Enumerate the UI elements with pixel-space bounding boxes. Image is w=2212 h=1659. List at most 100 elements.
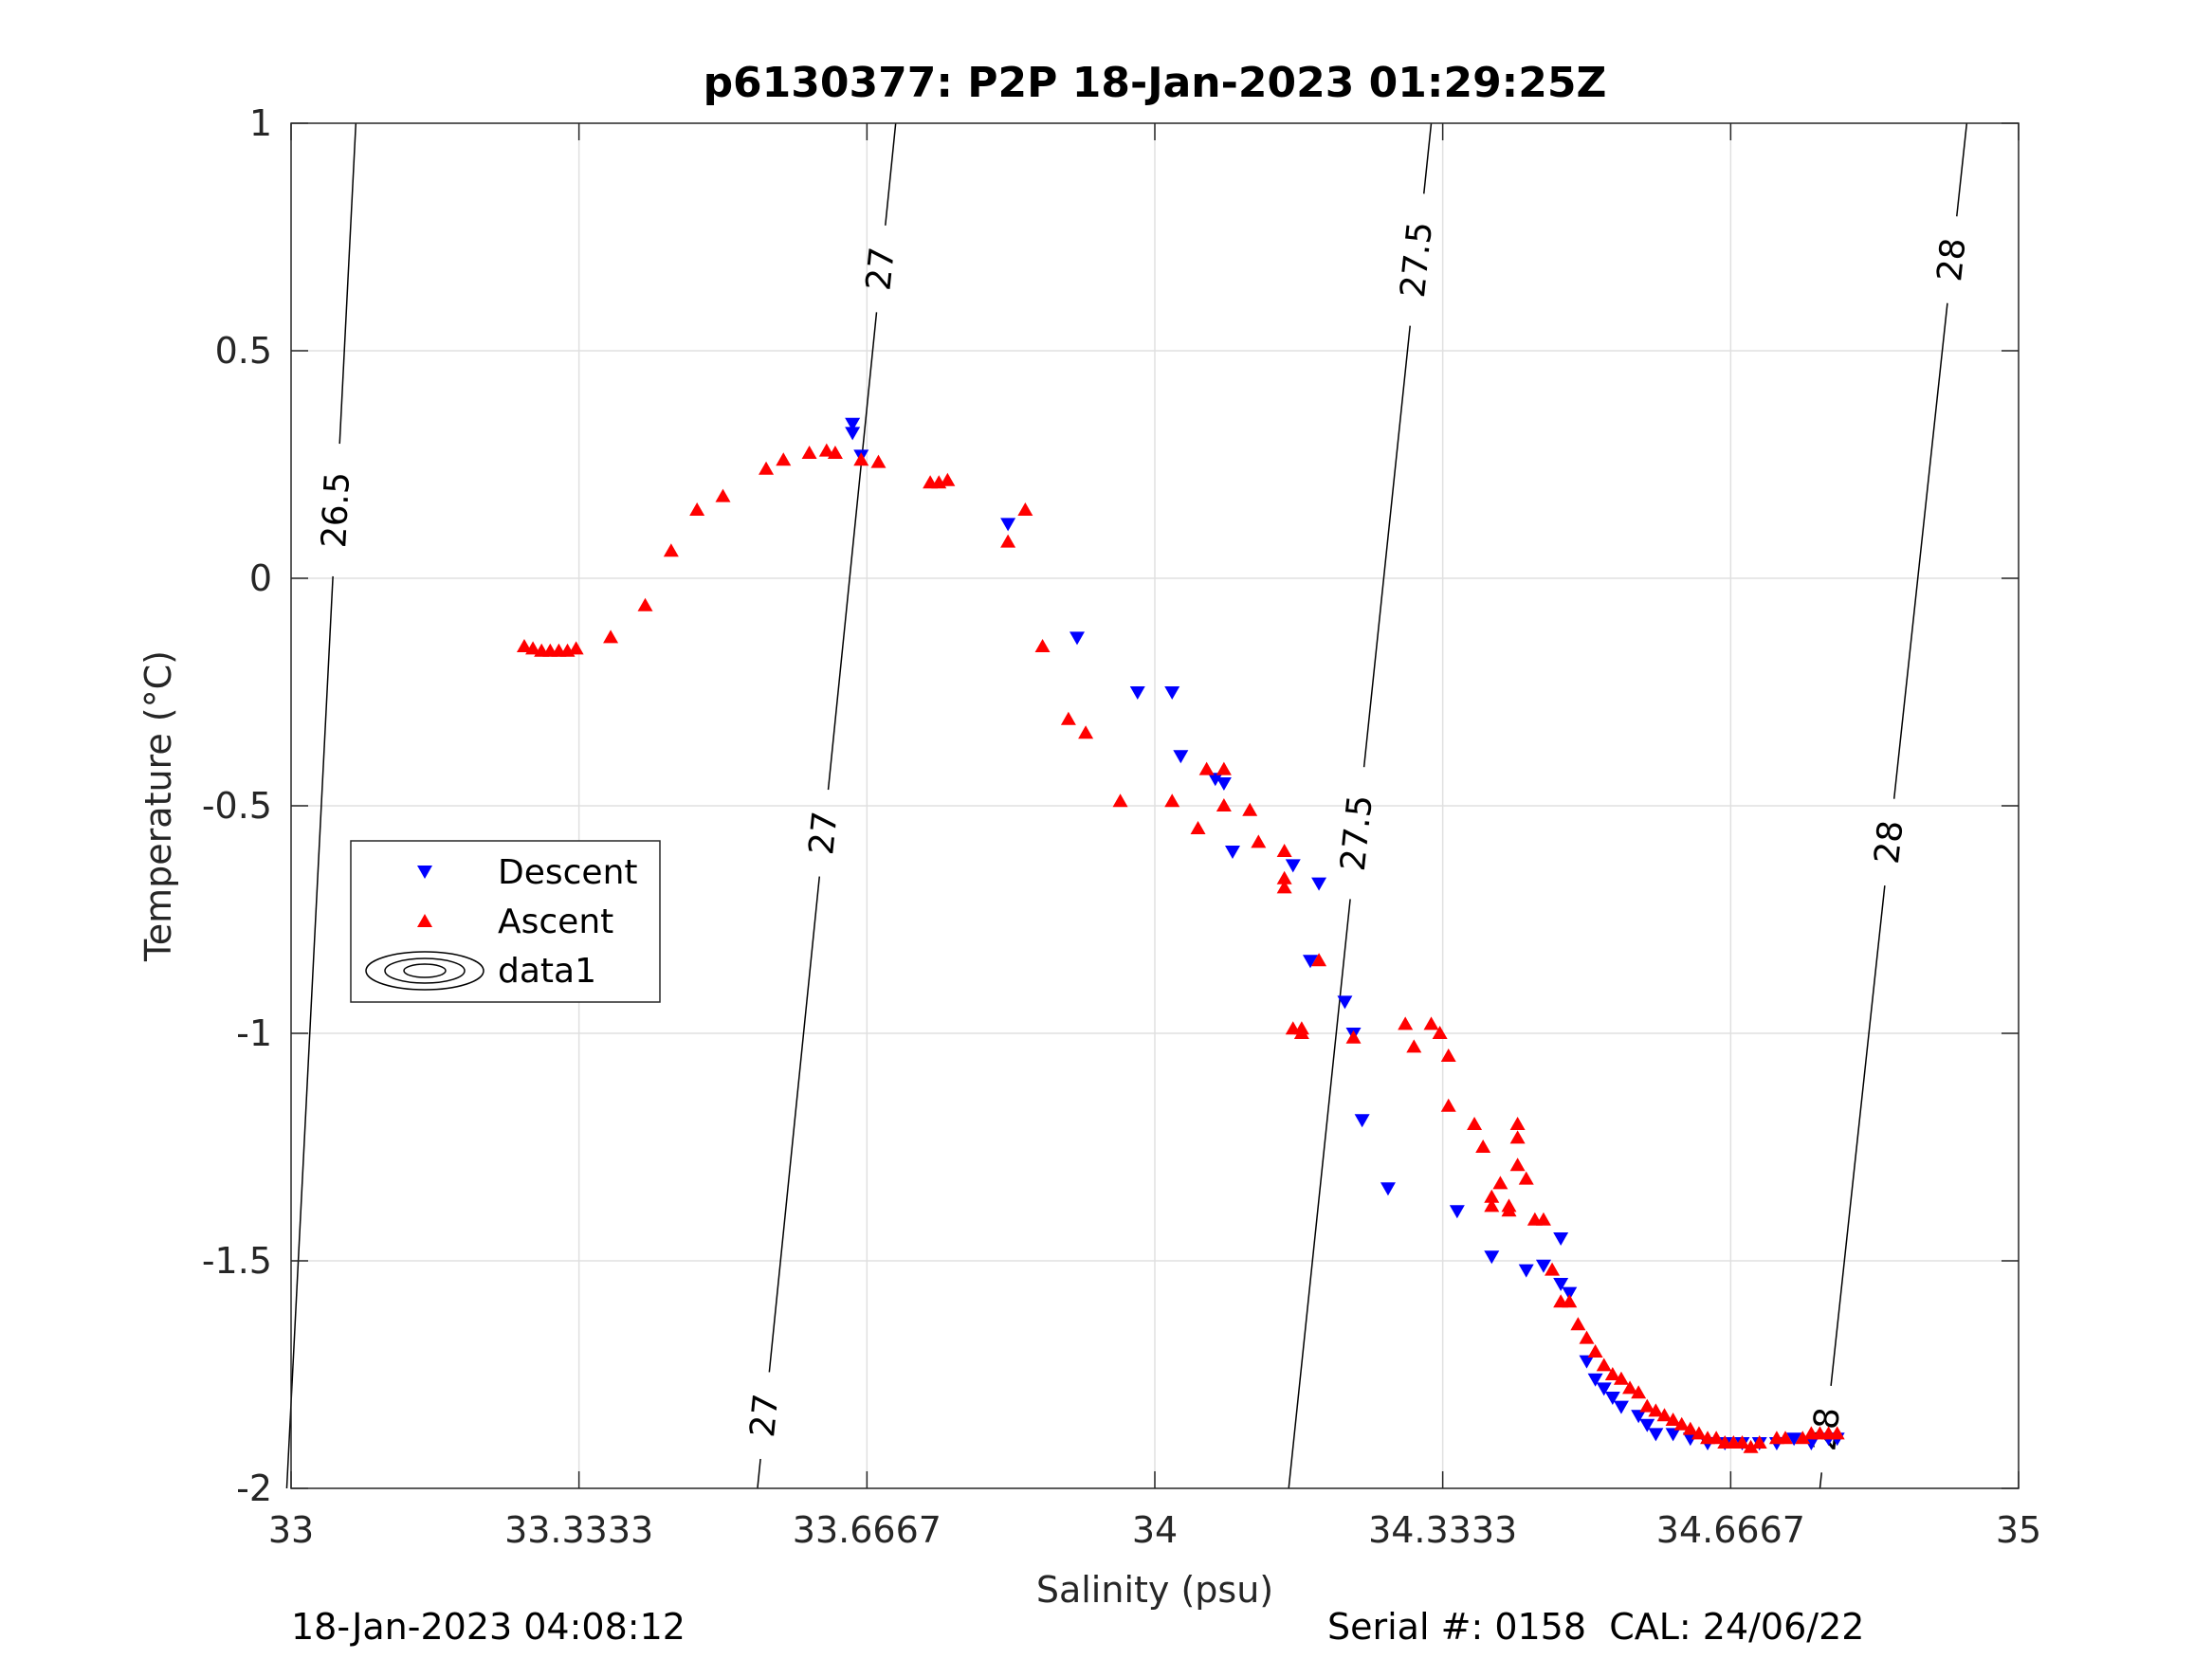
ascent-point [1276, 870, 1292, 884]
descent-point [1380, 1182, 1396, 1196]
ascent-point [1216, 798, 1232, 811]
descent-point [845, 417, 861, 431]
ascent-point [1251, 834, 1267, 848]
ascent-point [1648, 1403, 1664, 1417]
x-axis-label: Salinity (psu) [1036, 1569, 1273, 1611]
contour-line [1830, 885, 1886, 1386]
ascent-point [1509, 1158, 1526, 1172]
descent-point [1164, 686, 1180, 700]
ascent-point [1665, 1413, 1681, 1426]
ascent-point [663, 543, 679, 557]
descent-point [1579, 1355, 1595, 1369]
descent-point [1518, 1264, 1534, 1278]
descent-point [1449, 1205, 1465, 1219]
ascent-point [1276, 844, 1292, 857]
descent-point [845, 427, 861, 441]
legend-descent-label: Descent [498, 853, 638, 892]
ascent-point [1017, 502, 1033, 516]
ascent-point [1656, 1408, 1673, 1422]
descent-point [1216, 777, 1232, 791]
axis-ticks: 33 33.3333 33.6667 34 34.3333 34.6667 35 1 0.5 0 -… [202, 102, 2041, 1551]
descent-point [1786, 1432, 1802, 1447]
ascent-point [1000, 534, 1016, 548]
descent-point [1484, 1250, 1500, 1265]
contour-label: 27.5 [1394, 220, 1440, 300]
ascent-point [1440, 1098, 1456, 1112]
descent-point [1648, 1428, 1664, 1442]
contour-label: 26.5 [315, 471, 357, 549]
x-tick-label: 33.3333 [504, 1509, 653, 1551]
ascent-point [1579, 1330, 1595, 1344]
contour-line [285, 575, 334, 1489]
descent-point [1224, 846, 1240, 859]
ascent-point [870, 454, 887, 468]
descent-point [1000, 518, 1016, 532]
ascent-point [1345, 1030, 1362, 1044]
ascent-point [637, 597, 653, 611]
ascent-point [1398, 1016, 1414, 1030]
ascent-point [525, 641, 541, 655]
descent-point [1285, 859, 1301, 873]
contour-label: 28 [1930, 236, 1974, 283]
ascent-point [1492, 1176, 1508, 1190]
contour-label: 27.5 [1334, 793, 1380, 873]
ascent-point [1596, 1358, 1612, 1372]
ascent-point [1060, 711, 1076, 725]
ascent-point [1545, 1262, 1561, 1276]
ascent-point [603, 629, 619, 644]
ascent-point [715, 488, 731, 502]
ascent-point [1518, 1171, 1534, 1185]
descent-point [1553, 1278, 1569, 1291]
ascent-point [1631, 1385, 1647, 1399]
contour-line [827, 312, 878, 791]
ascent-point [1432, 1026, 1448, 1039]
contour-line [1892, 302, 1948, 799]
ascent-point [1709, 1431, 1725, 1445]
ascent-point [1535, 1212, 1551, 1226]
ascent-point [1829, 1426, 1845, 1440]
ascent-point [1484, 1198, 1500, 1212]
ascent-point [1198, 761, 1215, 775]
footer-serial-cal: Serial #: 0158 CAL: 24/06/22 [1327, 1606, 1865, 1648]
ascent-point [853, 452, 869, 466]
y-tick-label: -2 [236, 1468, 272, 1509]
descent-point [1311, 877, 1327, 891]
ascent-point [1778, 1431, 1794, 1445]
y-tick-label: 0.5 [215, 330, 272, 372]
ascent-point [1691, 1426, 1707, 1440]
descent-point [1639, 1418, 1655, 1432]
ascent-point [1673, 1416, 1690, 1431]
ascent-point [801, 446, 817, 459]
ascent-point [568, 641, 584, 655]
descent-point [1173, 750, 1189, 764]
ascent-point [1604, 1367, 1620, 1380]
ascent-point [1216, 761, 1232, 775]
ascent-point [1622, 1380, 1638, 1395]
descent-point [1631, 1410, 1647, 1424]
ascent-point [1682, 1421, 1698, 1435]
y-axis-label: Temperature (°C) [137, 650, 179, 962]
ascent-point [1734, 1435, 1750, 1449]
contour-line [757, 1458, 761, 1489]
ascent-point [1423, 1016, 1439, 1030]
y-tick-label: 1 [249, 102, 272, 144]
contour-line [1956, 122, 1968, 217]
ascent-point [1190, 821, 1206, 834]
contour-line [1362, 325, 1411, 768]
descent-point [1207, 773, 1223, 787]
ascent-point [516, 639, 532, 652]
x-tick-label: 35 [1996, 1509, 2041, 1551]
descent-point [1302, 955, 1318, 969]
legend-data1-label: data1 [498, 952, 596, 991]
descent-point [1553, 1232, 1569, 1246]
ascent-point [1613, 1371, 1629, 1385]
ascent-point [1467, 1117, 1483, 1130]
descent-point [1604, 1392, 1620, 1405]
contour-label: 27 [859, 246, 902, 293]
ascent-point [759, 461, 775, 475]
ascent-point [1406, 1039, 1422, 1053]
contour-line [1423, 122, 1433, 194]
ascent-point [1112, 793, 1128, 808]
contour-label: 27 [743, 1392, 786, 1439]
